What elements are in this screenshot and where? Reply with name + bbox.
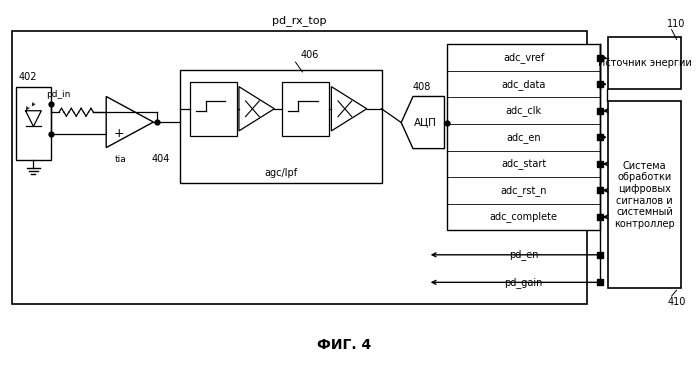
Polygon shape: [331, 86, 367, 131]
Text: pd_in: pd_in: [46, 90, 70, 99]
Polygon shape: [106, 96, 153, 148]
Text: 402: 402: [19, 72, 37, 82]
Text: 410: 410: [668, 297, 686, 307]
Text: adc_complete: adc_complete: [489, 212, 558, 222]
Bar: [282, 82, 329, 136]
Text: pd_rx_top: pd_rx_top: [272, 15, 326, 26]
Text: 110: 110: [668, 19, 686, 29]
Text: adc_vref: adc_vref: [503, 52, 545, 63]
Text: adc_en: adc_en: [506, 132, 541, 143]
Polygon shape: [239, 86, 274, 131]
Text: 404: 404: [152, 155, 170, 164]
Text: АЦП: АЦП: [415, 117, 438, 128]
Text: adc_start: adc_start: [501, 158, 546, 169]
Bar: [190, 82, 237, 136]
Polygon shape: [401, 96, 445, 149]
Text: adc_clk: adc_clk: [505, 105, 542, 116]
Text: +: +: [114, 127, 124, 140]
Bar: [12, 31, 587, 304]
Bar: [180, 70, 382, 183]
Text: pd_en: pd_en: [509, 250, 538, 260]
Text: 408: 408: [413, 82, 431, 92]
Text: Источник энергии: Источник энергии: [598, 58, 691, 68]
Text: adc_data: adc_data: [501, 79, 546, 90]
Bar: [607, 102, 682, 288]
Text: agc/lpf: agc/lpf: [264, 168, 297, 178]
Bar: [607, 38, 682, 89]
Text: tia: tia: [115, 155, 127, 164]
Bar: [447, 45, 600, 230]
Text: pd_gain: pd_gain: [505, 277, 543, 288]
Text: adc_rst_n: adc_rst_n: [500, 185, 547, 196]
Text: -: -: [117, 106, 121, 119]
Text: 406: 406: [301, 50, 319, 60]
Text: Система
обработки
цифровых
сигналов и
системный
контроллер: Система обработки цифровых сигналов и си…: [614, 161, 675, 229]
Text: ФИГ. 4: ФИГ. 4: [317, 338, 371, 352]
Bar: [16, 86, 51, 160]
